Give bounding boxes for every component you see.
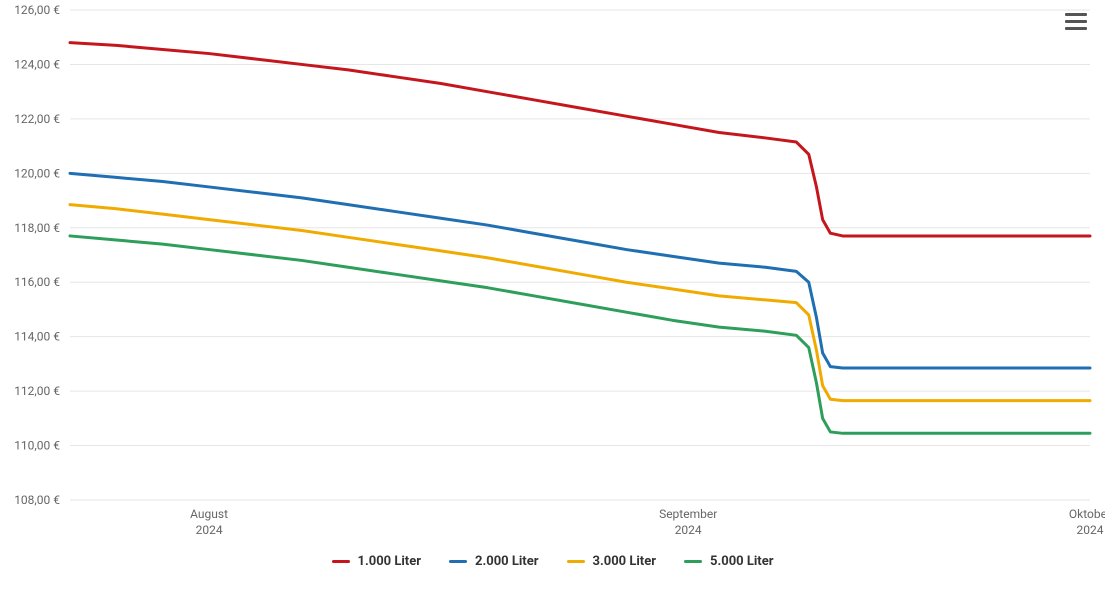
legend-swatch xyxy=(684,560,702,563)
chart-legend: 1.000 Liter 2.000 Liter 3.000 Liter 5.000 L… xyxy=(0,554,1105,569)
legend-swatch xyxy=(567,560,585,563)
y-axis-label: 108,00 € xyxy=(14,493,60,507)
legend-label: 5.000 Liter xyxy=(710,554,774,569)
y-axis-label: 110,00 € xyxy=(14,439,60,453)
y-axis-label: 118,00 € xyxy=(14,221,60,235)
y-axis-label: 126,00 € xyxy=(14,3,60,17)
legend-swatch xyxy=(332,560,350,563)
chart-svg: 108,00 € 110,00 € 112,00 € 114,00 € 116,00 €… xyxy=(0,0,1105,550)
legend-label: 3.000 Liter xyxy=(593,554,657,569)
legend-item[interactable]: 3.000 Liter xyxy=(567,554,657,569)
legend-label: 2.000 Liter xyxy=(475,554,539,569)
legend-item[interactable]: 1.000 Liter xyxy=(332,554,422,569)
series-line xyxy=(70,43,1090,236)
legend-swatch xyxy=(449,560,467,563)
x-axis-label: Oktober xyxy=(1069,507,1105,521)
x-axis-label: September xyxy=(659,507,717,521)
x-axis-sublabel: 2024 xyxy=(196,523,223,537)
y-axis-label: 122,00 € xyxy=(14,112,60,126)
legend-item[interactable]: 2.000 Liter xyxy=(449,554,539,569)
price-chart: 108,00 € 110,00 € 112,00 € 114,00 € 116,00 €… xyxy=(0,0,1105,602)
chart-menu-button[interactable] xyxy=(1065,10,1087,32)
x-axis-label: August xyxy=(190,507,228,521)
x-axis-sublabel: 2024 xyxy=(1077,523,1104,537)
y-axis-label: 116,00 € xyxy=(14,275,60,289)
legend-item[interactable]: 5.000 Liter xyxy=(684,554,774,569)
series-line xyxy=(70,173,1090,368)
y-axis-label: 114,00 € xyxy=(14,330,60,344)
x-axis-sublabel: 2024 xyxy=(675,523,702,537)
series-line xyxy=(70,236,1090,433)
y-axis-label: 120,00 € xyxy=(14,166,60,180)
y-axis-label: 124,00 € xyxy=(14,57,60,71)
y-axis-label: 112,00 € xyxy=(14,384,60,398)
legend-label: 1.000 Liter xyxy=(358,554,422,569)
